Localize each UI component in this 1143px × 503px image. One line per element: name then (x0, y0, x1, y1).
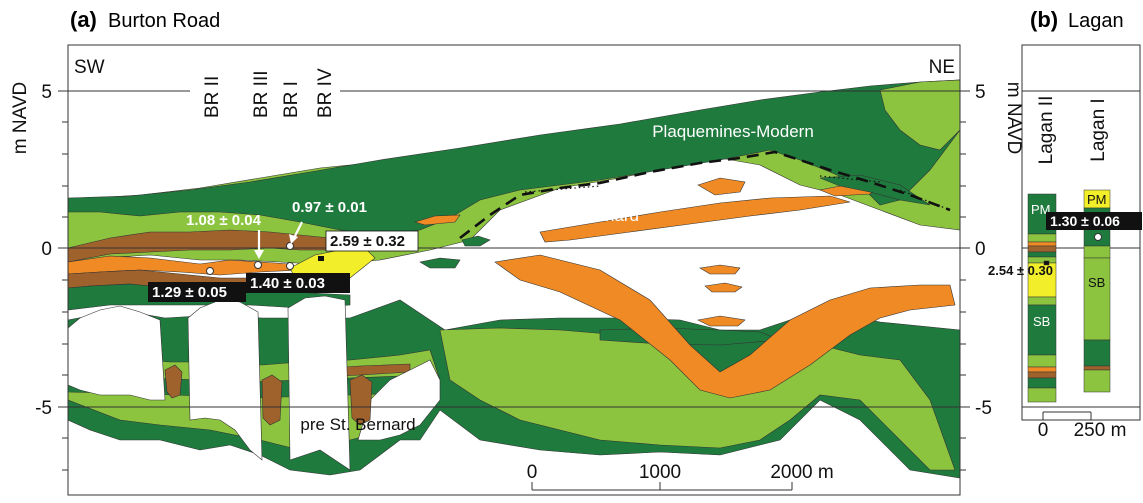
sample-point-lagan-i (1094, 233, 1102, 241)
core-label-br-iv: BR IV (315, 68, 336, 118)
direction-ne: NE (929, 57, 955, 78)
core-label-br-i: BR I (281, 81, 302, 118)
age-box-br-iv (325, 230, 419, 252)
y-tick-right-5: 5 (975, 82, 986, 103)
scale-bar-a (531, 482, 793, 491)
age-label-br-i-lower: 1.40 ± 0.03 (250, 275, 325, 292)
orange-lens-6 (697, 315, 746, 327)
y-tick-left-5: 5 (41, 82, 52, 103)
arrow-br-iii-head (254, 250, 264, 259)
age-label-br-iii: 1.08 ± 0.04 (186, 212, 262, 229)
y-tick-left-0: 0 (41, 239, 52, 260)
core-label-lagan-i: Lagan I (1088, 98, 1109, 161)
void-3 (287, 295, 351, 471)
orange-lens-5 (704, 282, 743, 293)
plaquemines-modern-body (67, 79, 961, 236)
core-label-br-ii: BR II (202, 76, 223, 118)
age-label-lagan-i: 1.30 ± 0.06 (1050, 213, 1120, 229)
unit-label-lagan-i-sb: SB (1088, 275, 1105, 290)
surface-ridge (879, 79, 961, 151)
unit-label-lagan-ii-sb: SB (1033, 314, 1050, 329)
orange-lens-3 (413, 214, 461, 226)
scale-tick-2000: 2000 m (770, 462, 833, 483)
brown-channel-3 (349, 374, 373, 426)
panel-b-frame (1021, 44, 1141, 421)
green-lens-2 (461, 235, 491, 247)
core-column-lagan-ii (1027, 193, 1057, 403)
panel-a-letter: (a) (70, 7, 97, 32)
sample-marker-br-iv (318, 256, 324, 261)
panel-b-title: Lagan (1068, 10, 1124, 32)
age-box-br-i-lower (246, 273, 350, 293)
panel-a-title: Burton Road (108, 10, 220, 32)
age-label-br-ii: 1.29 ± 0.05 (152, 284, 227, 301)
panel-a (67, 79, 961, 479)
sample-point-br-iii (254, 261, 262, 269)
gridlines (68, 90, 960, 408)
y-tick-right-minus5: -5 (975, 398, 992, 419)
y-axis-label-right: m NAVD (1003, 82, 1024, 154)
age-box-br-ii (148, 282, 246, 302)
green-lens-1 (419, 257, 461, 269)
unit-label-st-bernard: St. Bernard (553, 206, 639, 225)
unit-label-lagan-i-pm: PM (1087, 192, 1107, 207)
age-label-br-i: 0.97 ± 0.01 (292, 199, 367, 216)
sample-point-br-i-upper (286, 242, 294, 250)
orange-lens-4 (699, 264, 741, 275)
unit-label-lagan-ii-pm: PM (1031, 202, 1051, 217)
unit-label-plaquemines: Plaquemines-Modern (652, 122, 814, 141)
age-label-lagan-ii: 2.54 ± 0.30 (988, 263, 1053, 278)
arrow-br-i-head (289, 234, 298, 244)
y-axis-label-left: m NAVD (10, 82, 31, 154)
panel-a-frame (67, 44, 961, 496)
scale-bar-b (1042, 411, 1092, 420)
scale-tick-1000: 1000 (639, 462, 681, 483)
sample-point-br-ii (206, 267, 214, 275)
hatched-contact (524, 175, 951, 211)
right-axis-ticks (960, 90, 970, 471)
unit-label-pre-st-bernard: pre St. Bernard (300, 415, 415, 434)
panel-b-letter: (b) (1030, 7, 1058, 32)
orange-v-body (494, 254, 956, 399)
age-label-br-iv: 2.59 ± 0.32 (330, 233, 405, 250)
direction-sw: SW (74, 57, 105, 78)
scale-tick-0: 0 (527, 462, 538, 483)
core-label-br-iii: BR III (251, 70, 272, 118)
y-tick-right-0: 0 (975, 239, 986, 260)
panel-b: (b) Lagan Lagan II Lagan I (988, 7, 1142, 441)
brown-channel-1 (164, 364, 183, 399)
scale-b-tick-0: 0 (1038, 420, 1049, 441)
brown-channel-2 (261, 374, 283, 426)
dashed-contact-line (459, 150, 951, 240)
orange-lens-1 (697, 177, 746, 196)
scale-b-tick-250: 250 m (1074, 420, 1127, 441)
core-label-lagan-ii: Lagan II (1036, 96, 1057, 165)
void-1 (67, 305, 166, 401)
left-axis-ticks (58, 90, 68, 471)
orange-lens-2 (539, 195, 851, 243)
green-lens-3 (819, 174, 931, 206)
sample-point-br-i-lower (286, 262, 294, 270)
void-4 (357, 359, 441, 441)
y-tick-left-minus5: -5 (35, 398, 52, 419)
age-box-lagan-i (1046, 212, 1142, 230)
